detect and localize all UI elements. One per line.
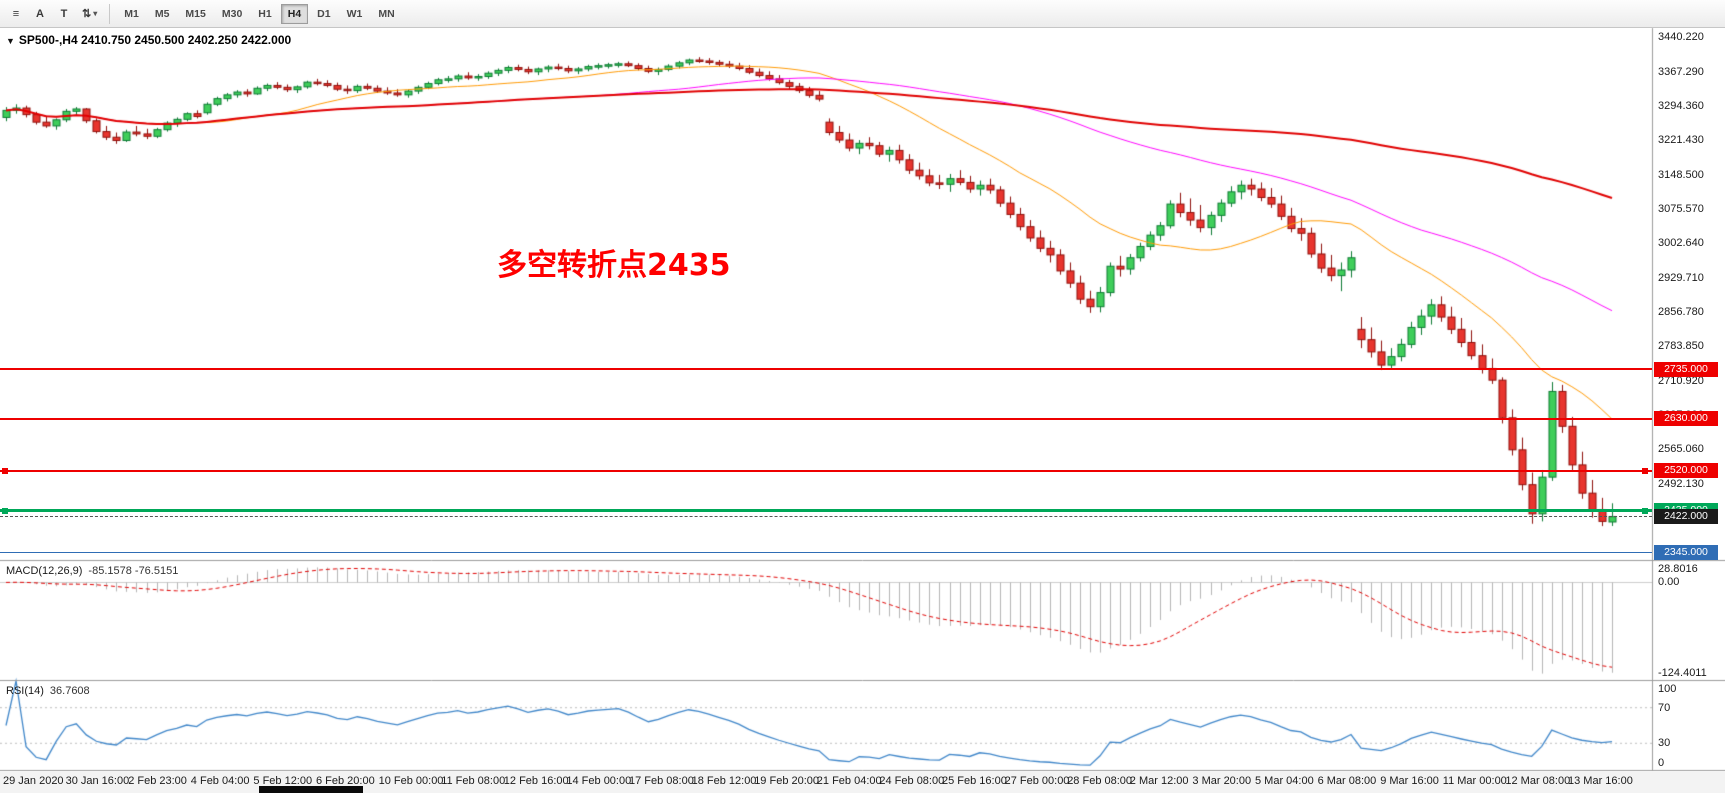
macd-indicator-label: MACD(12,26,9) -85.1578 -76.5151 — [6, 565, 178, 577]
timeframe-button-m30[interactable]: M30 — [215, 4, 249, 24]
symbol-ohlc-header: ▼ SP500-,H4 2410.750 2450.500 2402.250 24… — [6, 33, 291, 47]
time-axis-strip — [0, 771, 1725, 793]
price-scale-button[interactable]: ⇅ ▾ — [77, 2, 102, 24]
chart-list-icon[interactable]: ≡ — [5, 3, 27, 25]
timeframe-group: M1 M5 M15 M30 H1 H4 D1 W1 MN — [116, 3, 402, 24]
toolbar-separator — [109, 3, 111, 24]
symbol-ohlc-text: SP500-,H4 2410.750 2450.500 2402.250 242… — [18, 33, 292, 47]
timeframe-button-d1[interactable]: D1 — [310, 4, 337, 24]
taskbar-fragment — [259, 786, 363, 793]
chart-shift-button[interactable]: T — [53, 3, 75, 25]
timeframe-button-m15[interactable]: M15 — [178, 4, 212, 24]
rsi-name: RSI(14) — [6, 685, 44, 697]
macd-name: MACD(12,26,9) — [6, 565, 83, 577]
rsi-value: 36.7608 — [49, 685, 90, 697]
collapse-arrow-icon[interactable]: ▼ — [6, 36, 15, 46]
toolbar: ≡ A T ⇅ ▾ M1 M5 M15 M30 H1 H4 D1 W1 MN — [0, 0, 1725, 28]
autoscroll-button[interactable]: A — [29, 3, 51, 25]
timeframe-button-h1[interactable]: H1 — [251, 4, 278, 24]
timeframe-button-w1[interactable]: W1 — [340, 4, 370, 24]
timeframe-button-h4[interactable]: H4 — [280, 3, 309, 24]
macd-values: -85.1578 -76.5151 — [88, 565, 179, 577]
toolbar-left-group: ≡ A T ⇅ ▾ — [4, 2, 103, 25]
chart-text-annotation[interactable]: 多空转折点2435 — [497, 248, 731, 283]
timeframe-button-m1[interactable]: M1 — [117, 4, 146, 24]
timeframe-button-mn[interactable]: MN — [371, 4, 401, 24]
rsi-indicator-label: RSI(14) 36.7608 — [6, 685, 90, 697]
dropdown-caret-icon: ▾ — [93, 8, 98, 18]
timeframe-button-m5[interactable]: M5 — [148, 4, 177, 24]
